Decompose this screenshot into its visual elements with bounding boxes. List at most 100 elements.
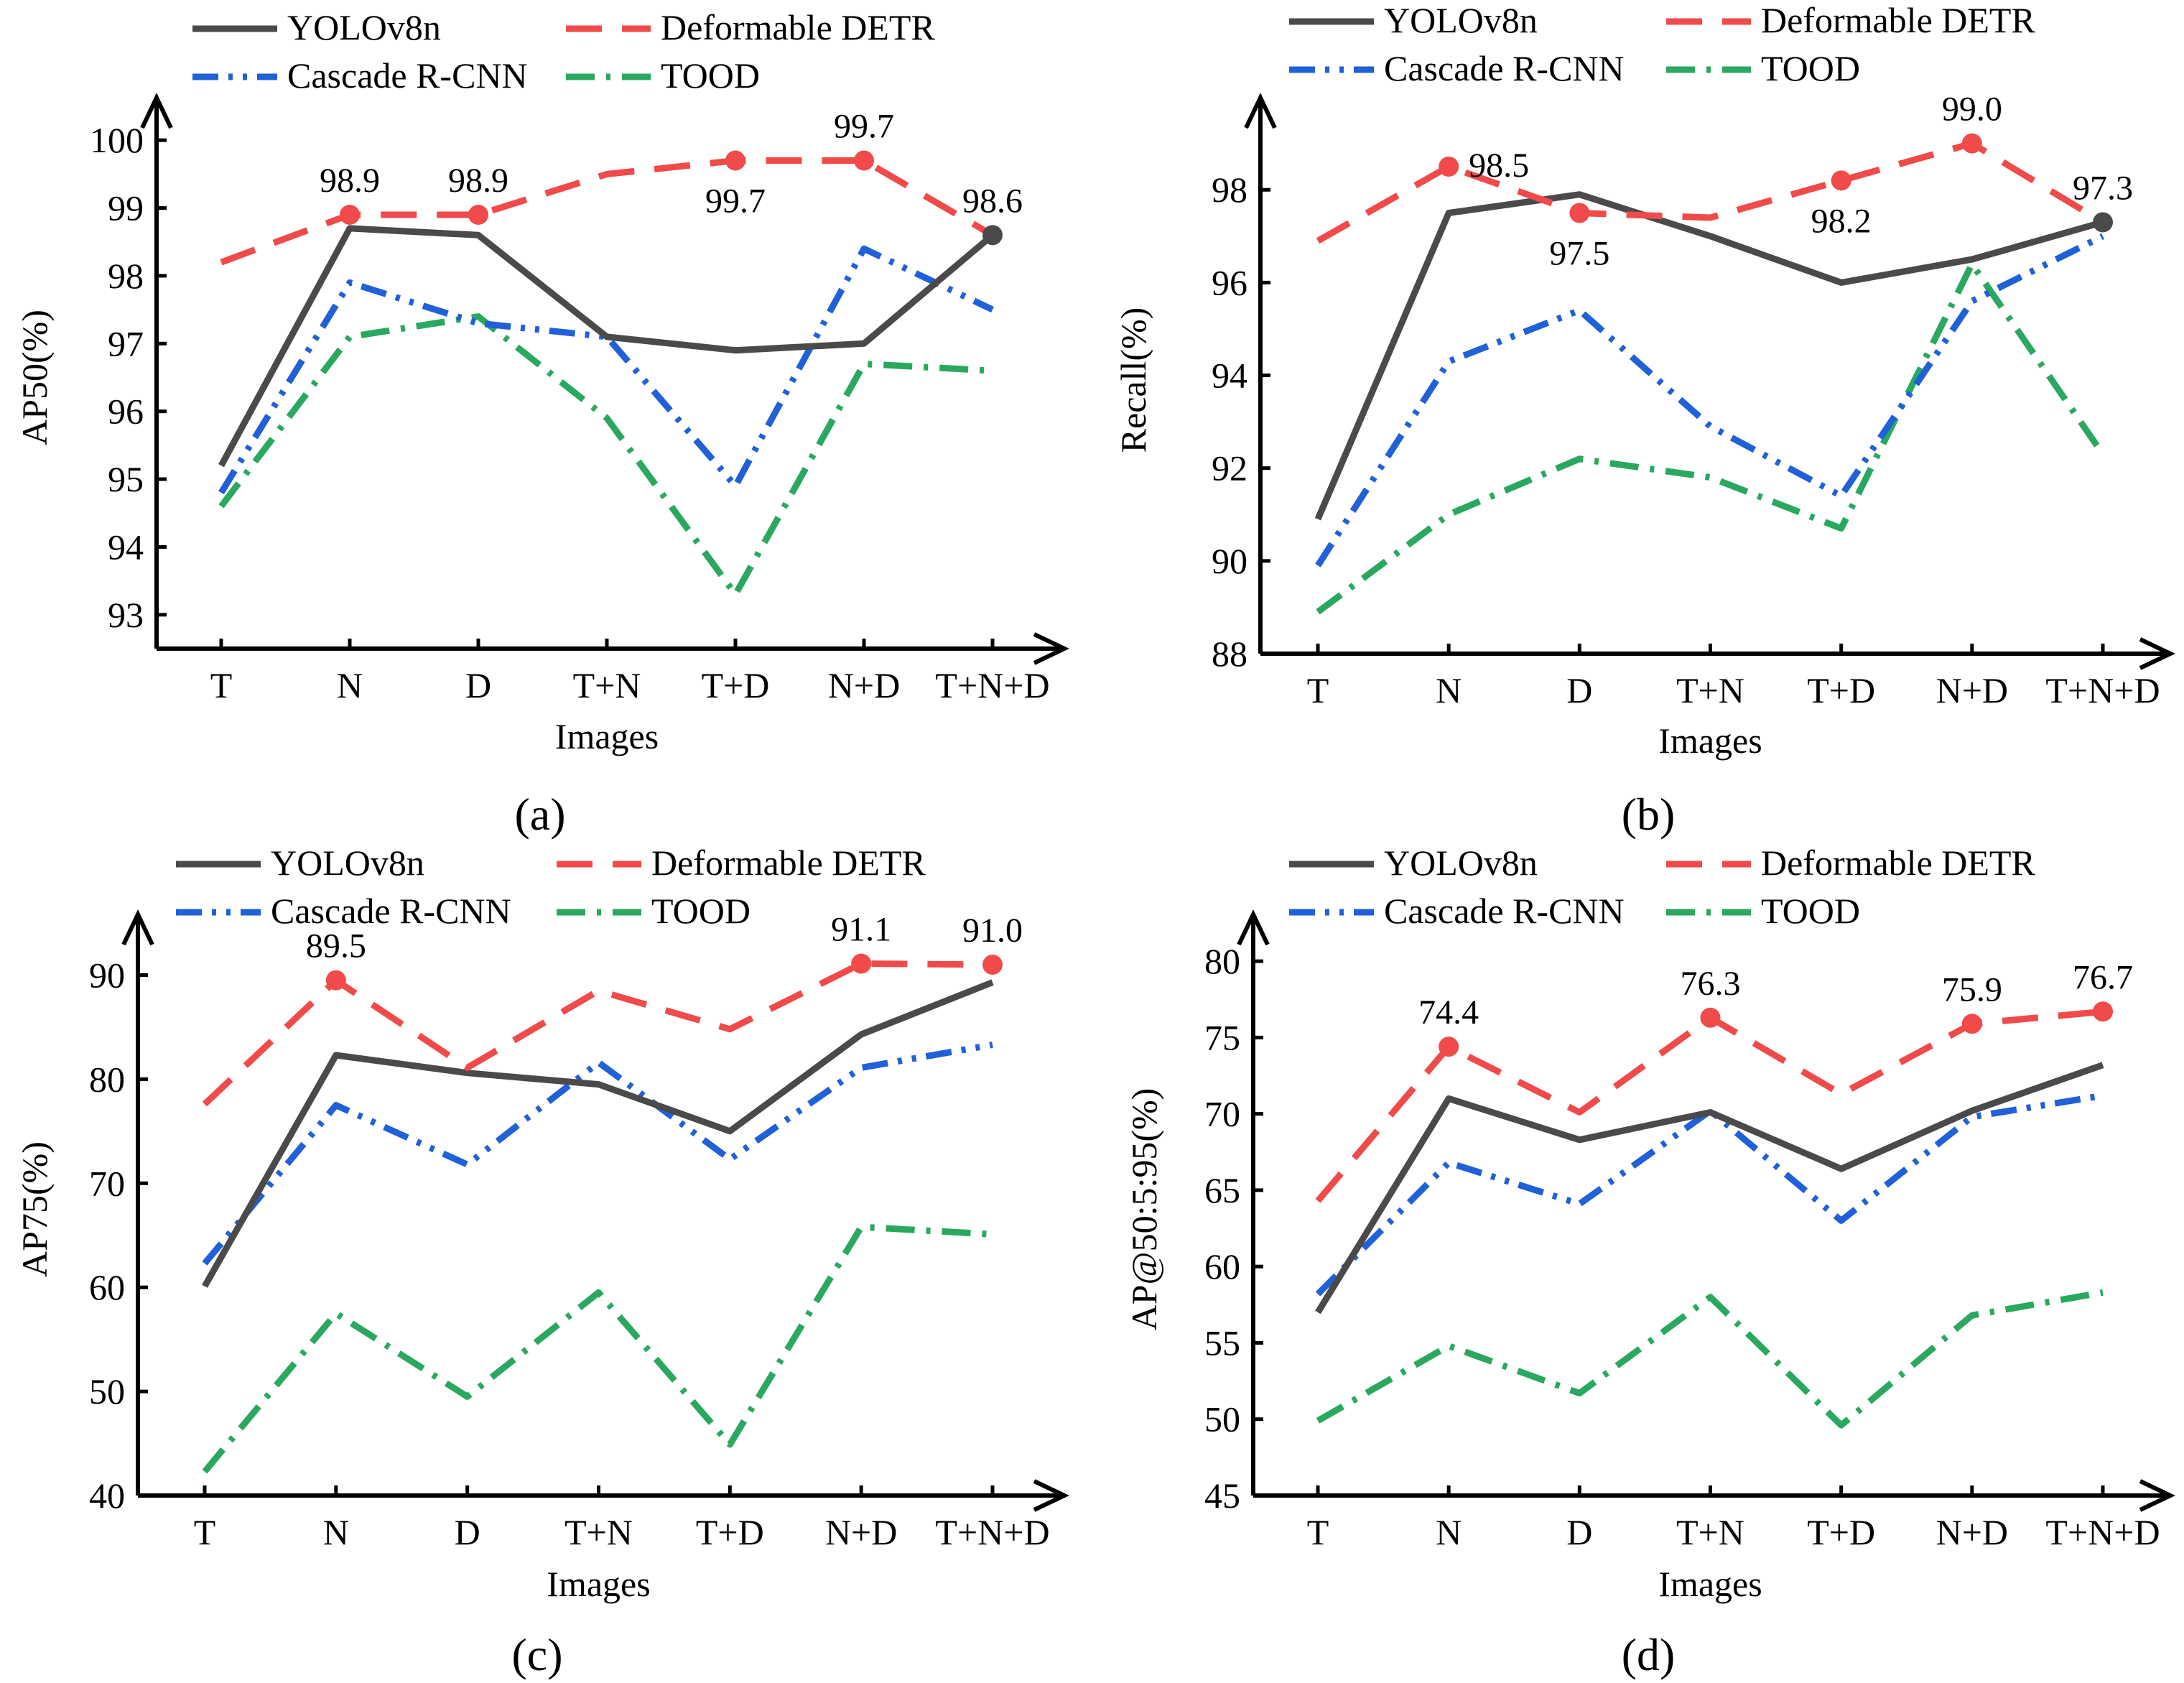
series-line-yolov8n [202, 979, 994, 1288]
x-tick-label: T+D [1807, 1512, 1875, 1552]
data-label: 75.9 [1942, 970, 2002, 1009]
y-tick-label: 75 [1204, 1017, 1240, 1057]
legend-label: TOOD [661, 55, 760, 96]
x-tick-label: N+D [828, 665, 900, 705]
y-tick-label: 96 [108, 391, 144, 432]
legend-label: YOLOv8n [1384, 0, 1538, 40]
x-axis-arrow [1033, 632, 1069, 665]
panel-label: (d) [1622, 1629, 1676, 1680]
y-tick-label: 88 [1212, 634, 1247, 674]
data-point-marker [1439, 156, 1459, 177]
data-point-marker [325, 970, 346, 991]
data-label: 91.1 [831, 911, 891, 949]
x-tick-label: N [1436, 670, 1462, 710]
series-line-yolov8n [218, 225, 995, 468]
legend-entry: Cascade R-CNN [1289, 891, 1625, 931]
legend-entry: Deformable DETR [557, 843, 926, 883]
x-tick-label: T [210, 665, 233, 705]
y-tick-label: 98 [1212, 170, 1247, 210]
data-point-marker [2093, 212, 2113, 233]
x-axis-arrow [2139, 637, 2175, 670]
chart-panel-2: 88 90 92 94 96 98 T N D T+N T+D N+D T+N+D Recall(%) Im… [1113, 0, 2175, 840]
x-tick-label: D [455, 1512, 480, 1552]
data-label: 98.6 [962, 182, 1023, 220]
y-tick-label: 80 [89, 1059, 125, 1099]
x-tick-label: N+D [825, 1512, 897, 1552]
x-axis-arrow [2139, 1479, 2175, 1512]
y-tick-label: 92 [1212, 448, 1247, 488]
legend-entry: Cascade R-CNN [176, 891, 511, 931]
legend-entry: Cascade R-CNN [192, 55, 528, 96]
data-label: 76.3 [1681, 965, 1741, 1003]
y-tick-label: 90 [1212, 541, 1247, 581]
legend-label: Cascade R-CNN [271, 891, 511, 931]
legend-label: Cascade R-CNN [287, 55, 528, 96]
legend-label: YOLOv8n [1384, 843, 1538, 883]
x-tick-label: D [1566, 1512, 1592, 1552]
x-tick-label: D [1566, 670, 1592, 710]
panel-label: (c) [511, 1629, 562, 1680]
data-point-marker [1439, 1037, 1459, 1057]
x-tick-label: T+N [564, 1512, 633, 1552]
y-tick-label: 94 [108, 527, 144, 567]
data-point-marker [982, 954, 1003, 975]
y-axis-title: AP75(%) [14, 1141, 55, 1277]
data-label: 74.4 [1418, 993, 1479, 1031]
y-tick-label: 60 [89, 1267, 125, 1307]
y-tick-label: 70 [1204, 1094, 1240, 1134]
x-axis-title: Images [547, 1564, 650, 1604]
y-tick-label: 100 [90, 120, 144, 160]
y-tick-label: 70 [89, 1163, 125, 1203]
legend-label: Cascade R-CNN [1384, 891, 1625, 931]
y-axis-arrow [1244, 93, 1277, 129]
data-label: 97.3 [2073, 169, 2133, 207]
data-point-marker [725, 150, 745, 171]
y-axis-title: Recall(%) [1113, 307, 1153, 453]
x-tick-label: N [337, 665, 363, 705]
data-label: 98.9 [320, 162, 380, 200]
legend-entry: YOLOv8n [1289, 0, 1538, 40]
series-line-tood [1316, 261, 2106, 615]
legend-entry: YOLOv8n [192, 7, 441, 47]
data-label: 91.0 [962, 912, 1023, 950]
data-label: 98.5 [1469, 147, 1529, 185]
data-point-marker [851, 953, 872, 974]
x-tick-label: T+N [573, 665, 641, 705]
x-tick-label: N+D [1936, 1512, 2008, 1552]
data-label: 99.7 [705, 182, 766, 221]
series-line-tood [1316, 1289, 2104, 1429]
data-point-marker [1569, 203, 1590, 223]
y-tick-label: 96 [1212, 262, 1247, 302]
legend-label: TOOD [1761, 48, 1860, 88]
data-label: 76.7 [2073, 958, 2133, 996]
x-tick-label: T [1307, 670, 1329, 710]
legend-label: Cascade R-CNN [1384, 48, 1625, 88]
y-tick-label: 65 [1204, 1170, 1240, 1210]
y-tick-label: 97 [108, 323, 144, 363]
y-tick-label: 98 [108, 256, 144, 296]
x-tick-label: T+N [1676, 670, 1744, 710]
y-tick-label: 80 [1204, 941, 1240, 981]
data-label: 98.9 [448, 162, 508, 200]
x-tick-label: D [465, 665, 491, 705]
legend-entry: Deformable DETR [1666, 0, 2035, 40]
data-point-marker [1700, 1007, 1721, 1028]
x-tick-label: T+N+D [2045, 1512, 2160, 1552]
x-tick-label: T+N+D [2045, 670, 2160, 710]
legend-label: TOOD [651, 891, 751, 931]
series-line-tood [202, 1223, 993, 1474]
legend-entry: TOOD [566, 55, 760, 96]
data-point-marker [1831, 170, 1851, 191]
legend-entry: Deformable DETR [566, 7, 935, 47]
y-axis-title: AP@50:5:95(%) [1124, 1088, 1164, 1331]
chart-panel-4: 45 50 55 60 65 70 75 80 T N D T+N T+D N+D T+N+D AP@50:5… [1124, 843, 2175, 1680]
y-axis-title: AP50(%) [14, 310, 55, 445]
x-axis-title: Images [1658, 1564, 1762, 1604]
y-axis-arrow [140, 93, 173, 129]
x-tick-label: T [194, 1512, 216, 1552]
x-tick-label: T+N+D [935, 1512, 1049, 1552]
series-line-tood [218, 313, 993, 598]
data-label: 99.7 [834, 108, 894, 146]
x-tick-label: T+D [702, 665, 770, 705]
